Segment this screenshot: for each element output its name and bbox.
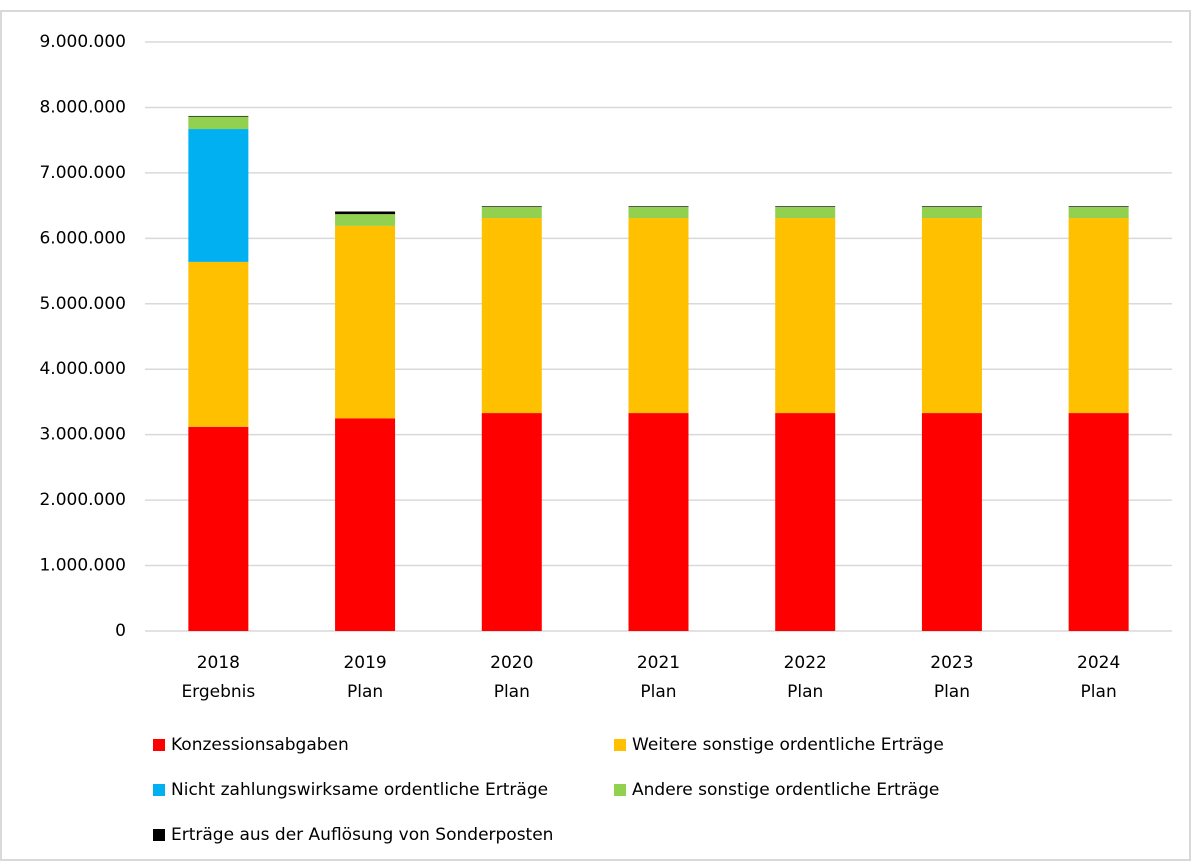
y-tick-label: 3.000.000: [39, 425, 126, 445]
bar-segment: [481, 206, 542, 207]
x-tick-label: 2024 Plan: [1077, 653, 1120, 702]
bar-segment: [628, 206, 689, 207]
bar-segment: [1068, 206, 1129, 219]
x-tick-line: 2020: [490, 653, 533, 673]
y-tick-label: 7.000.000: [39, 163, 126, 183]
y-tick-label: 1.000.000: [39, 556, 126, 576]
bar-segment: [775, 206, 836, 207]
x-tick-line: Plan: [494, 682, 530, 702]
x-tick-label: 2022 Plan: [784, 653, 827, 702]
y-tick-label: 0: [115, 621, 126, 641]
bar-segment: [335, 211, 396, 215]
legend-label: Konzessionsabgaben: [171, 735, 349, 755]
x-tick-label: 2018 Ergebnis: [181, 653, 255, 702]
y-tick-label: 2.000.000: [39, 490, 126, 510]
bar-segment: [335, 225, 396, 419]
legend-swatch: [153, 829, 165, 841]
x-tick-line: 2024: [1077, 653, 1120, 673]
bar-segment: [628, 206, 689, 219]
bar-segment: [335, 418, 396, 631]
x-tick-line: Plan: [934, 682, 970, 702]
x-tick-line: Plan: [640, 682, 676, 702]
legend-swatch: [153, 784, 165, 796]
bar-segment: [188, 115, 249, 117]
bar-segment: [775, 206, 836, 219]
legend-label: Nicht zahlungswirksame ordentliche Erträ…: [171, 780, 548, 800]
x-tick-label: 2021 Plan: [637, 653, 680, 702]
legend-swatch: [614, 784, 626, 796]
y-tick-label: 6.000.000: [39, 228, 126, 248]
x-tick-line: 2023: [930, 653, 973, 673]
bar-segment: [921, 218, 982, 414]
bar-segment: [775, 413, 836, 631]
bar-segment: [188, 261, 249, 427]
bar-segment: [1068, 206, 1129, 207]
bar-segment: [628, 218, 689, 414]
bar-segment: [188, 116, 249, 130]
bar-segment: [335, 214, 396, 226]
x-tick-line: Plan: [347, 682, 383, 702]
bar-segment: [921, 206, 982, 207]
bar-segment: [1068, 218, 1129, 414]
x-tick-label: 2020 Plan: [490, 653, 533, 702]
y-tick-label: 9.000.000: [39, 32, 126, 52]
chart-border: [0, 10, 1191, 861]
bar-segment: [188, 129, 249, 262]
bar-segment: [775, 218, 836, 414]
legend-swatch: [614, 739, 626, 751]
bar-segment: [481, 206, 542, 219]
legend-label: Andere sonstige ordentliche Erträge: [632, 780, 939, 800]
legend-label: Erträge aus der Auflösung von Sonderpost…: [171, 825, 553, 845]
x-tick-line: Plan: [787, 682, 823, 702]
y-tick-label: 5.000.000: [39, 294, 126, 314]
x-tick-line: 2022: [784, 653, 827, 673]
x-tick-line: 2018: [197, 653, 240, 673]
bar-segment: [1068, 413, 1129, 631]
bar-segment: [481, 413, 542, 631]
y-tick-label: 4.000.000: [39, 359, 126, 379]
legend-swatch: [153, 739, 165, 751]
x-tick-line: Plan: [1081, 682, 1117, 702]
bar-segment: [921, 413, 982, 631]
bar-segment: [921, 206, 982, 219]
bar-segment: [628, 413, 689, 631]
bar-segment: [481, 218, 542, 414]
x-tick-line: 2019: [343, 653, 386, 673]
x-tick-label: 2019 Plan: [343, 653, 386, 702]
bar-segment: [188, 426, 249, 631]
x-tick-label: 2023 Plan: [930, 653, 973, 702]
x-tick-line: Ergebnis: [181, 682, 255, 702]
legend-label: Weitere sonstige ordentliche Erträge: [632, 735, 944, 755]
x-tick-line: 2021: [637, 653, 680, 673]
y-tick-label: 8.000.000: [39, 97, 126, 117]
